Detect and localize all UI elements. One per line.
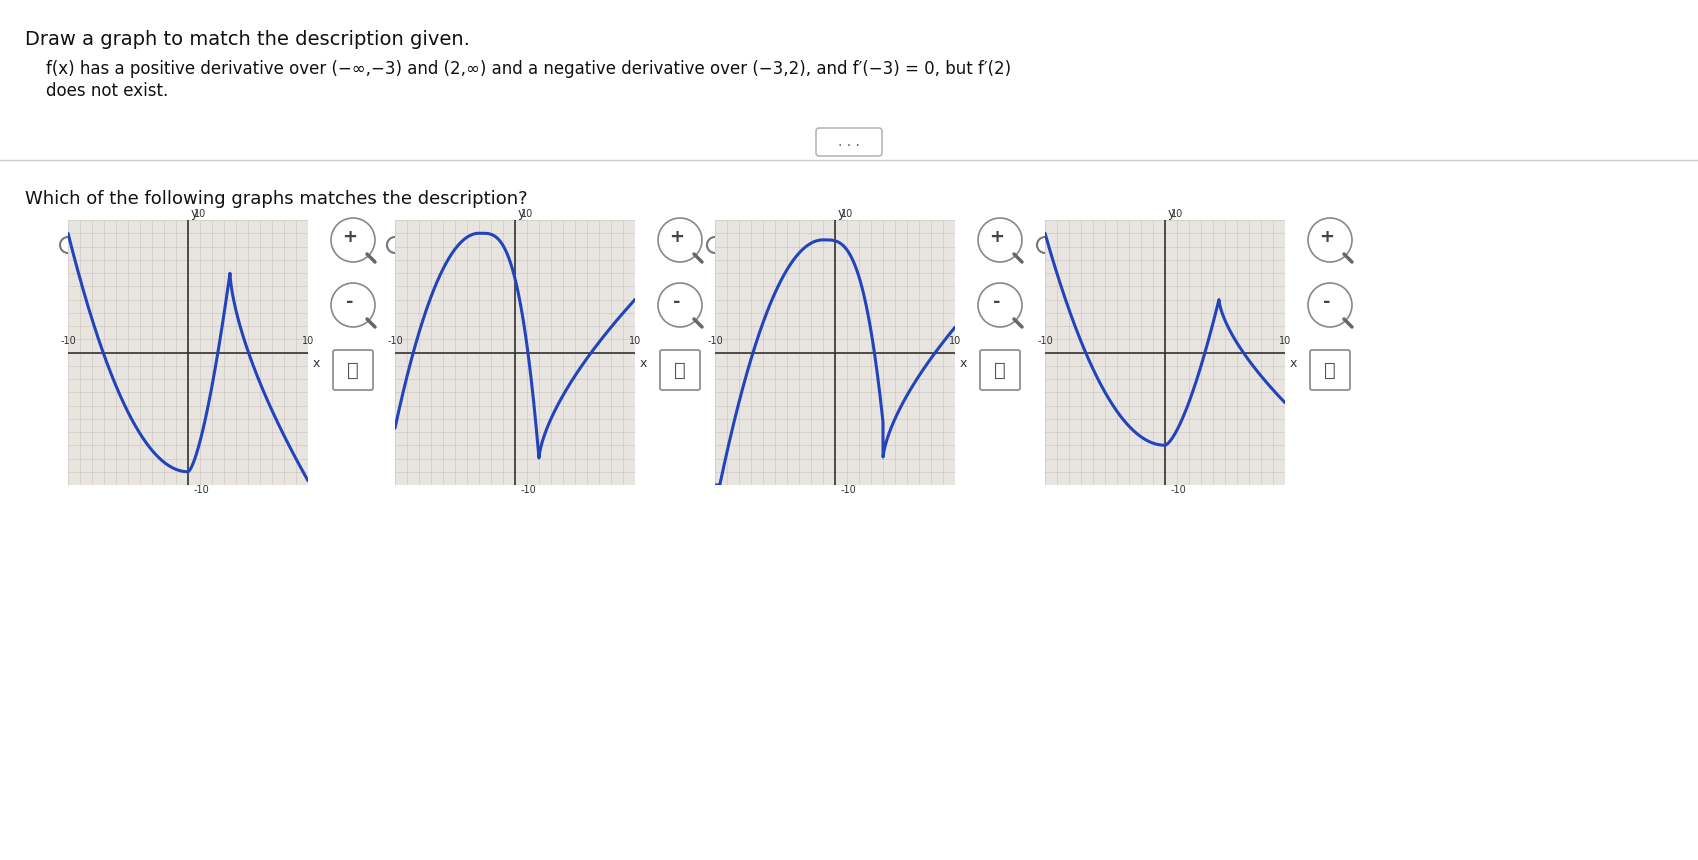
Text: x: x bbox=[640, 357, 647, 370]
Text: x: x bbox=[959, 357, 966, 370]
Text: f(x) has a positive derivative over (−∞,−3) and (2,∞) and a negative derivative : f(x) has a positive derivative over (−∞,… bbox=[25, 60, 1010, 78]
Text: x: x bbox=[1289, 357, 1296, 370]
Text: 10: 10 bbox=[947, 336, 961, 346]
Text: C.: C. bbox=[730, 236, 749, 255]
FancyBboxPatch shape bbox=[815, 128, 881, 156]
Text: ⤢: ⤢ bbox=[674, 360, 686, 379]
FancyBboxPatch shape bbox=[1309, 350, 1350, 390]
Text: does not exist.: does not exist. bbox=[25, 82, 168, 100]
Circle shape bbox=[978, 218, 1022, 262]
Text: ⤢: ⤢ bbox=[993, 360, 1005, 379]
Text: y: y bbox=[190, 207, 197, 220]
Text: -: - bbox=[993, 293, 1000, 311]
Text: +: + bbox=[988, 228, 1004, 246]
Text: 10: 10 bbox=[302, 336, 314, 346]
Text: -10: -10 bbox=[59, 336, 76, 346]
Text: B.: B. bbox=[409, 236, 430, 255]
Circle shape bbox=[657, 283, 701, 327]
Text: ⤢: ⤢ bbox=[1323, 360, 1335, 379]
Text: y: y bbox=[837, 207, 844, 220]
Text: -: - bbox=[1323, 293, 1330, 311]
Text: +: + bbox=[1319, 228, 1333, 246]
Text: . . .: . . . bbox=[837, 135, 859, 149]
Circle shape bbox=[331, 283, 375, 327]
Text: -10: -10 bbox=[521, 485, 537, 495]
Text: +: + bbox=[343, 228, 357, 246]
Text: ⤢: ⤢ bbox=[346, 360, 358, 379]
FancyBboxPatch shape bbox=[659, 350, 700, 390]
Text: -10: -10 bbox=[706, 336, 722, 346]
Text: Which of the following graphs matches the description?: Which of the following graphs matches th… bbox=[25, 190, 528, 208]
Circle shape bbox=[331, 218, 375, 262]
Text: -10: -10 bbox=[194, 485, 209, 495]
Text: y: y bbox=[516, 207, 525, 220]
Text: -10: -10 bbox=[1170, 485, 1185, 495]
Circle shape bbox=[978, 283, 1022, 327]
Text: y: y bbox=[1167, 207, 1173, 220]
Text: 10: 10 bbox=[1279, 336, 1290, 346]
Text: +: + bbox=[669, 228, 684, 246]
Text: -10: -10 bbox=[841, 485, 856, 495]
Text: A.: A. bbox=[83, 236, 102, 255]
Circle shape bbox=[1307, 283, 1352, 327]
FancyBboxPatch shape bbox=[333, 350, 374, 390]
Text: D.: D. bbox=[1060, 236, 1080, 255]
Text: Draw a graph to match the description given.: Draw a graph to match the description gi… bbox=[25, 30, 470, 49]
Text: 10: 10 bbox=[1170, 209, 1182, 218]
Text: 10: 10 bbox=[841, 209, 852, 218]
FancyBboxPatch shape bbox=[980, 350, 1019, 390]
Text: -: - bbox=[346, 293, 353, 311]
Text: -10: -10 bbox=[1036, 336, 1053, 346]
Text: 10: 10 bbox=[194, 209, 205, 218]
Text: x: x bbox=[312, 357, 319, 370]
Circle shape bbox=[1307, 218, 1352, 262]
Text: 10: 10 bbox=[521, 209, 533, 218]
Circle shape bbox=[657, 218, 701, 262]
Text: 10: 10 bbox=[628, 336, 640, 346]
Text: -: - bbox=[672, 293, 681, 311]
Text: -10: -10 bbox=[387, 336, 402, 346]
